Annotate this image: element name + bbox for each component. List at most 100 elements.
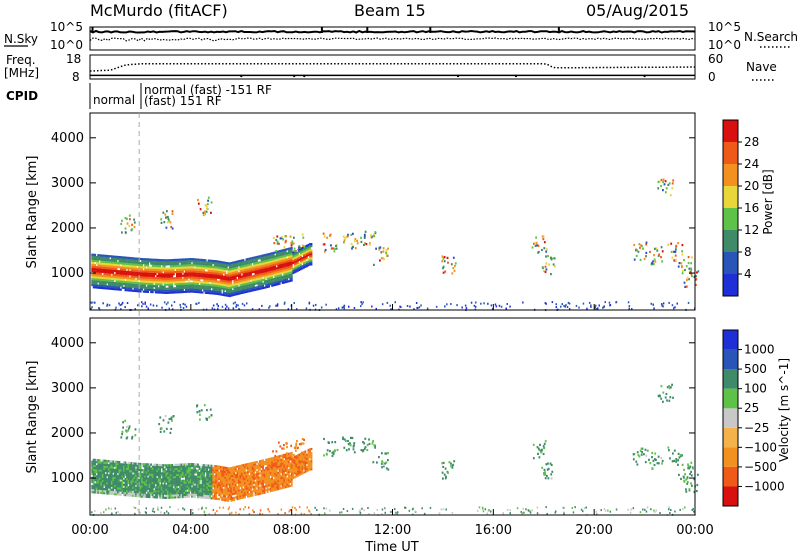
range-cell: [98, 272, 101, 275]
range-cell: [194, 467, 196, 470]
range-cell: [121, 284, 124, 287]
range-cell: [186, 481, 189, 484]
range-cell: [271, 477, 273, 480]
range-cell: [157, 474, 160, 477]
range-cell: [233, 271, 236, 274]
range-cell: [121, 481, 124, 484]
range-cell: [150, 274, 152, 277]
range-cell: [278, 276, 281, 279]
range-cell: [104, 467, 107, 471]
range-cell: [150, 280, 152, 283]
range-cell: [242, 283, 245, 286]
range-cell: [289, 249, 292, 252]
range-cell: [98, 471, 101, 474]
range-cell: [218, 289, 221, 292]
range-cell: [204, 464, 207, 467]
range-cell: [159, 287, 162, 290]
range-cell: [171, 227, 174, 230]
range-cell: [128, 224, 131, 228]
range-cell: [219, 271, 222, 274]
range-cell: [230, 286, 233, 289]
range-cell: [304, 251, 307, 254]
range-cell: [290, 244, 293, 247]
range-cell: [150, 477, 152, 480]
range-cell: [256, 466, 258, 470]
range-cell: [227, 294, 230, 297]
range-cell: [148, 493, 151, 496]
range-cell: [110, 484, 113, 487]
range-cell: [92, 265, 95, 269]
range-cell: [201, 463, 204, 467]
range-cell: [260, 269, 263, 272]
range-cell: [115, 472, 118, 476]
range-cell: [179, 266, 181, 269]
range-cell: [142, 463, 145, 466]
range-cell: [147, 282, 149, 285]
range-cell: [219, 260, 222, 264]
range-cell: [194, 260, 196, 263]
range-cell: [179, 475, 181, 478]
range-cell: [166, 277, 169, 280]
range-cell: [263, 270, 266, 273]
range-cell: [100, 465, 103, 468]
range-cell: [287, 266, 290, 269]
range-cell: [212, 479, 215, 482]
range-cell: [278, 477, 281, 480]
range-cell: [234, 492, 237, 495]
range-cell: [253, 282, 255, 286]
range-cell: [151, 266, 154, 269]
range-cell: [151, 465, 154, 468]
range-cell: [231, 267, 234, 270]
range-cell: [106, 261, 109, 264]
range-cell: [188, 274, 190, 277]
range-cell: [695, 275, 697, 278]
range-cell: [276, 240, 279, 243]
range-cell: [304, 253, 307, 256]
range-cell: [230, 294, 233, 297]
range-cell: [135, 476, 137, 479]
range-cell: [172, 492, 175, 495]
range-cell: [194, 258, 196, 261]
range-cell: [242, 277, 245, 280]
range-cell: [218, 485, 221, 489]
range-cell: [156, 287, 159, 290]
range-cell: [127, 472, 130, 475]
range-cell: [171, 470, 174, 473]
range-cell: [124, 217, 127, 220]
range-cell: [142, 495, 145, 498]
range-cell: [272, 257, 275, 260]
colorbar-swatch: [723, 208, 738, 230]
range-cell: [213, 465, 216, 468]
range-cell: [166, 273, 169, 276]
range-cell: [147, 467, 149, 470]
range-cell: [225, 493, 228, 496]
range-cell: [244, 276, 246, 280]
range-cell: [207, 267, 210, 270]
range-cell: [259, 468, 261, 471]
range-cell: [124, 272, 127, 275]
range-cell: [265, 481, 267, 484]
range-cell: [293, 254, 296, 258]
range-cell: [98, 280, 101, 283]
range-cell: [194, 465, 196, 468]
range-cell: [169, 464, 172, 467]
range-cell: [117, 479, 119, 482]
range-cell: [172, 273, 175, 276]
range-cell: [145, 493, 148, 496]
range-cell: [212, 491, 215, 494]
range-cell: [126, 490, 128, 493]
range-cell: [235, 305, 237, 308]
range-cell: [139, 491, 142, 494]
range-cell: [231, 294, 234, 297]
range-cell: [287, 257, 290, 260]
range-cell: [133, 492, 136, 495]
range-cell: [123, 280, 125, 283]
range-cell: [697, 270, 700, 273]
range-cell: [658, 180, 661, 183]
range-cell: [224, 476, 227, 479]
range-cell: [182, 495, 184, 499]
range-cell: [213, 477, 216, 480]
range-cell: [245, 286, 248, 289]
range-cell: [454, 264, 456, 267]
range-cell: [206, 496, 208, 499]
